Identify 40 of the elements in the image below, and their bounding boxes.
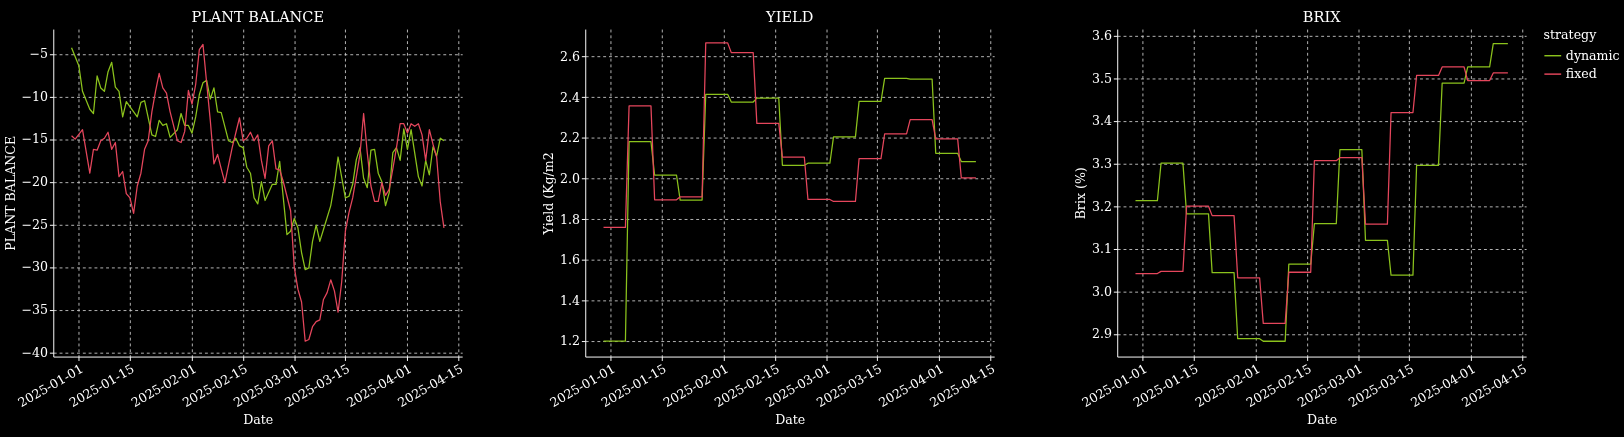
y-tick-label: −5 xyxy=(29,46,48,62)
chart-title: BRIX xyxy=(1302,9,1342,26)
x-axis-title: Date xyxy=(775,411,806,427)
chart-title: YIELD xyxy=(765,9,814,26)
y-tick-label: −40 xyxy=(21,344,48,360)
line-series xyxy=(602,77,977,342)
y-tick-label: −10 xyxy=(21,88,48,104)
y-tick-label: 3.2 xyxy=(1091,198,1112,214)
legend-label: fixed xyxy=(1565,66,1597,81)
line-series xyxy=(70,43,445,342)
y-tick-label: 2.4 xyxy=(559,89,580,105)
y-axis-title: PLANT BALANCE xyxy=(2,135,18,251)
y-tick-label: 1.4 xyxy=(559,292,580,308)
y-tick-label: −25 xyxy=(21,216,48,232)
y-tick-label: 2.6 xyxy=(559,48,580,64)
x-axis-title: Date xyxy=(1307,411,1338,427)
y-tick-label: 1.8 xyxy=(559,211,580,227)
chart-title: PLANT BALANCE xyxy=(191,9,325,26)
y-tick-label: −35 xyxy=(21,302,48,318)
legend-label: dynamic xyxy=(1565,47,1620,63)
y-tick-label: −30 xyxy=(21,259,48,275)
y-tick-label: 2.0 xyxy=(559,170,580,186)
y-tick-label: 3.6 xyxy=(1091,28,1112,44)
y-axis-title: Brix (%) xyxy=(1073,167,1089,220)
y-tick-label: −20 xyxy=(21,174,48,190)
legend-title: strategy xyxy=(1543,26,1598,42)
line-series xyxy=(602,42,977,229)
y-tick-label: 2.2 xyxy=(559,130,580,146)
y-tick-label: −15 xyxy=(21,131,48,147)
y-tick-label: 1.2 xyxy=(559,333,580,349)
x-axis-title: Date xyxy=(243,411,274,427)
y-tick-label: 3.4 xyxy=(1091,113,1112,129)
y-tick-label: 1.6 xyxy=(559,252,580,268)
y-tick-label: 2.9 xyxy=(1091,326,1112,342)
y-axis-title: Yield (Kg/m2 xyxy=(541,152,557,236)
y-tick-label: 3.1 xyxy=(1091,241,1112,257)
y-tick-label: 3.3 xyxy=(1091,156,1112,172)
y-tick-label: 3.5 xyxy=(1091,70,1112,86)
line-series xyxy=(70,47,445,271)
y-tick-label: 3.0 xyxy=(1091,283,1112,299)
